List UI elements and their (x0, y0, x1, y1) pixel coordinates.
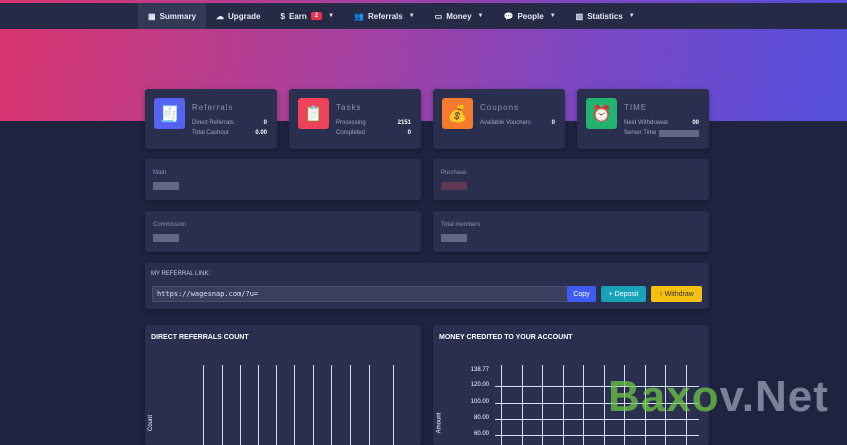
main-balance: Main (145, 159, 421, 200)
nav-money[interactable]: ▭ Money ▼ (434, 11, 484, 21)
money-credited-chart: MONEY CREDITED TO YOUR ACCOUNT Amount 13… (433, 325, 709, 445)
cloud-upload-icon: ☁ (216, 11, 225, 21)
grid-line (665, 365, 666, 445)
bar-chart-icon: ▥ (575, 11, 584, 21)
grid-line (222, 365, 223, 445)
grid-line (331, 365, 332, 445)
grid-line (521, 365, 523, 445)
alarm-clock-icon: ⏰ (586, 98, 617, 129)
referral-link-input[interactable]: https://wagesnap.com/?u= (152, 286, 568, 302)
deposit-button[interactable]: + Deposit (601, 286, 646, 302)
nav-summary[interactable]: ▦ Summary (138, 3, 207, 29)
y-tick-label: 80.00 (473, 414, 489, 421)
money-icon: ▭ (434, 11, 443, 21)
nav-people[interactable]: 💬 People ▼ (503, 11, 556, 21)
nav-referrals[interactable]: 👥 Referrals ▼ (354, 11, 415, 21)
copy-button[interactable]: Copy (567, 286, 596, 302)
earn-badge: 2 (310, 12, 323, 20)
grid-line (276, 365, 277, 445)
chat-icon: 💬 (503, 11, 514, 21)
coupons-card: 💰 Coupons Available Vouchers 0 (433, 89, 565, 149)
y-tick-label: 138.77 (470, 367, 489, 373)
commission-balance: Commission (145, 211, 421, 252)
dollar-icon: $ (280, 11, 285, 21)
grid-line (501, 365, 502, 445)
nav-statistics[interactable]: ▥ Statistics ▼ (575, 11, 635, 21)
grid-line (313, 365, 314, 445)
chevron-down-icon: ▼ (408, 13, 415, 19)
nav-earn[interactable]: $ Earn 2 ▼ (280, 11, 335, 21)
grid-line (562, 365, 564, 445)
nav-upgrade[interactable]: ☁ Upgrade (216, 11, 261, 21)
y-tick-label: 100.00 (470, 398, 489, 405)
direct-referrals-chart: DIRECT REFERRALS COUNT Count (145, 325, 421, 445)
grid-line (203, 365, 204, 445)
chevron-down-icon: ▼ (477, 13, 484, 19)
total-members: Total members (433, 211, 709, 252)
grid-line (644, 365, 646, 445)
tasks-card: 📋 Tasks Processing 2151 Completed 0 (289, 89, 421, 149)
money-bag-icon: 💰 (442, 98, 473, 129)
grid-line (495, 402, 699, 404)
chevron-down-icon: ▼ (628, 13, 635, 19)
grid-line (369, 365, 370, 445)
grid-line (240, 365, 241, 445)
grid-line (294, 365, 295, 445)
users-icon: 👥 (354, 11, 364, 21)
grid-line (258, 365, 259, 445)
watermark: Baxov.Net (608, 372, 829, 421)
grid-icon: ▦ (148, 11, 156, 21)
grid-line (624, 365, 625, 445)
referral-link-panel: MY REFERRAL LINK: https://wagesnap.com/?… (145, 263, 709, 309)
grid-line (495, 435, 699, 436)
grid-line (393, 365, 394, 445)
referrals-card: 🧾 Referrals Direct Referrals 0 Total Cash… (145, 89, 277, 149)
grid-line (542, 365, 543, 445)
chevron-down-icon: ▼ (549, 13, 556, 19)
grid-line (495, 386, 699, 388)
grid-line (583, 365, 584, 445)
grid-line (685, 365, 687, 445)
time-card: ⏰ TIME Next Withdrawal 00 Server Time (577, 89, 709, 149)
y-tick-label: 120.00 (470, 382, 489, 389)
y-tick-label: 60.00 (473, 431, 489, 437)
chevron-down-icon: ▼ (328, 13, 335, 19)
purchase-balance: Purchase (433, 159, 709, 200)
top-nav: ▦ Summary ☁ Upgrade $ Earn 2 ▼ 👥 Referrals ▼ ▭ M… (0, 3, 847, 29)
grid-line (603, 365, 605, 445)
grid-line (350, 365, 351, 445)
grid-line (495, 418, 699, 420)
server-time-value (659, 130, 699, 137)
receipt-icon: 🧾 (154, 98, 185, 129)
clipboard-icon: 📋 (298, 98, 329, 129)
withdraw-button[interactable]: ↑ Withdraw (651, 286, 702, 302)
